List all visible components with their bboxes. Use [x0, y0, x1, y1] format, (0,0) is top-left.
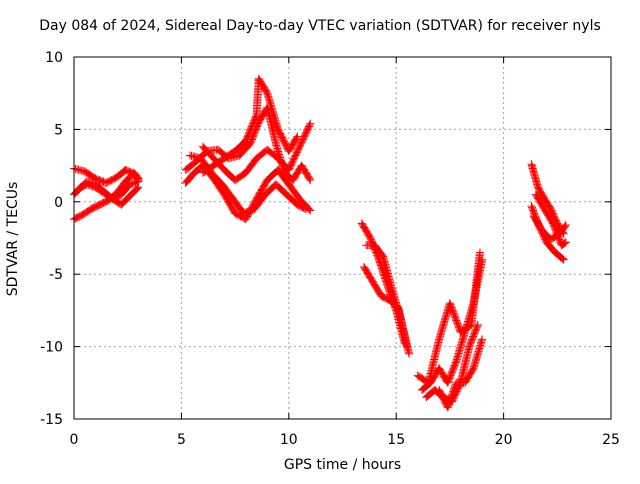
- series-markers: [198, 74, 302, 177]
- series-markers: [418, 255, 487, 394]
- series-track-l: [360, 263, 411, 351]
- chart-title: Day 084 of 2024, Sidereal Day-to-day VTE…: [39, 18, 601, 34]
- plot-frame: [73, 56, 612, 420]
- series-markers: [186, 151, 310, 218]
- series-track-n: [418, 255, 487, 394]
- x-tick-label: 20: [495, 432, 513, 448]
- series-track-i: [198, 74, 302, 177]
- series-markers: [529, 212, 570, 244]
- x-tick-label: 10: [280, 432, 298, 448]
- series-track-t: [529, 212, 570, 244]
- series-track-p: [435, 335, 487, 412]
- y-tick-label: -15: [40, 412, 63, 428]
- y-tick-label: -5: [49, 267, 63, 283]
- series-track-q: [527, 160, 568, 238]
- x-tick-label: 5: [177, 432, 186, 448]
- series-track-d: [74, 177, 143, 209]
- x-tick-label: 15: [387, 432, 405, 448]
- y-axis-label: SDTVAR / TECUs: [5, 181, 21, 297]
- series-track-g: [186, 151, 310, 218]
- x-tick-label: 25: [602, 432, 620, 448]
- y-tick-label: 10: [45, 50, 63, 66]
- y-tick-label: 0: [54, 195, 63, 211]
- series-markers: [360, 263, 411, 351]
- series-markers: [74, 177, 143, 209]
- series-markers: [435, 335, 487, 412]
- x-axis-label: GPS time / hours: [283, 457, 402, 473]
- series-markers: [527, 160, 568, 238]
- x-tick-label: 0: [70, 432, 79, 448]
- y-tick-label: -10: [40, 340, 63, 356]
- y-tick-label: 5: [54, 122, 63, 138]
